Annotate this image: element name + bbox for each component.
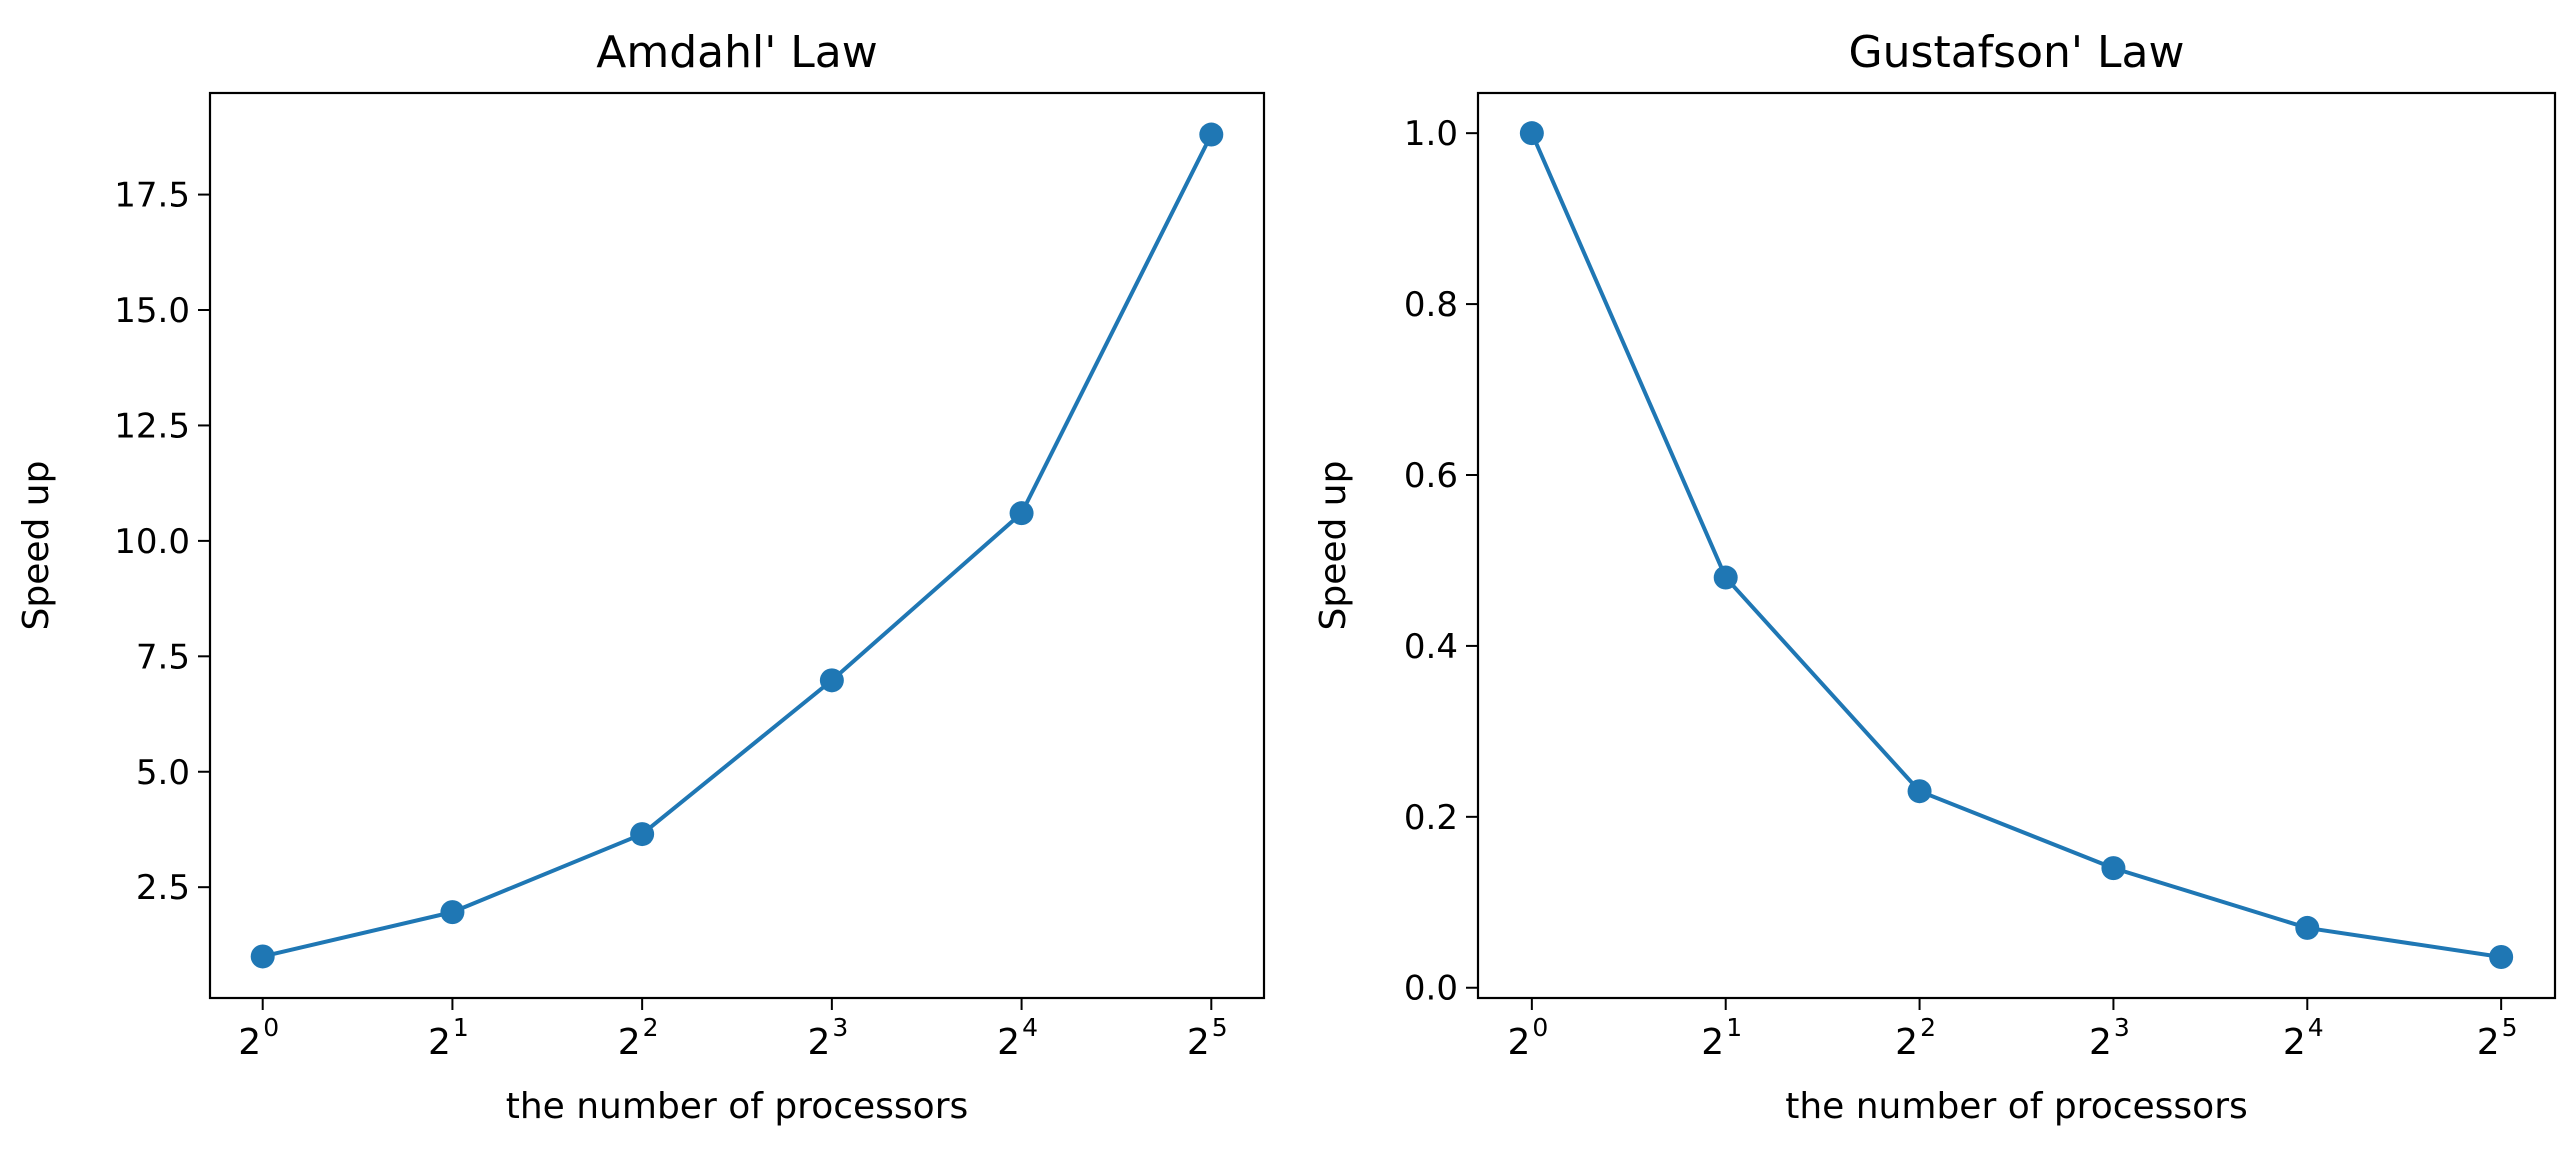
x-tick-base: 2: [1701, 1022, 1724, 1063]
x-tick-base: 2: [807, 1022, 830, 1063]
x-tick-base: 2: [2477, 1022, 2500, 1063]
y-tick-label: 15.0: [114, 291, 190, 331]
data-point: [1519, 121, 1544, 146]
y-tick-label: 1.0: [1404, 114, 1458, 154]
x-tick-base: 2: [997, 1022, 1020, 1063]
y-tick-label: 2.5: [136, 868, 190, 908]
x-tick-label: 25: [1187, 1013, 1228, 1063]
chart-1: Gustafson' Law the number of processors Sp…: [1313, 27, 2557, 1127]
x-tick-base: 2: [1895, 1022, 1918, 1063]
y-axis-label: Speed up: [16, 461, 57, 631]
x-tick-exponent: 1: [453, 1013, 469, 1042]
data-point: [2295, 915, 2320, 940]
y-tick-label: 0.0: [1404, 969, 1458, 1009]
x-tick-exponent: 0: [263, 1013, 279, 1042]
x-tick-exponent: 5: [1212, 1013, 1228, 1042]
x-tick-label: 23: [807, 1013, 848, 1063]
series-line: [262, 133, 1214, 959]
y-tick-label: 0.8: [1404, 285, 1458, 325]
x-tick-base: 2: [618, 1022, 641, 1063]
x-tick-label: 22: [1895, 1013, 1936, 1063]
data-point: [1009, 501, 1034, 526]
data-point: [440, 900, 465, 925]
x-tick-label: 21: [1701, 1013, 1742, 1063]
y-axis-label: Speed up: [1313, 461, 1354, 631]
x-tick-label: 24: [997, 1013, 1038, 1063]
x-tick-label: 24: [2283, 1013, 2324, 1063]
x-tick-base: 2: [1187, 1022, 1210, 1063]
x-tick-base: 2: [238, 1022, 261, 1063]
x-tick-label: 20: [1507, 1013, 1548, 1063]
series-line: [1530, 132, 2502, 959]
x-tick-label: 21: [428, 1013, 469, 1063]
chart-title: Gustafson' Law: [1849, 27, 2185, 78]
data-point: [2489, 944, 2514, 969]
x-tick-label: 22: [618, 1013, 659, 1063]
x-tick-exponent: 2: [643, 1013, 659, 1042]
y-tick-label: 5.0: [136, 753, 190, 793]
x-tick-base: 2: [2283, 1022, 2306, 1063]
data-point: [1199, 122, 1224, 147]
y-tick-label: 17.5: [114, 176, 190, 216]
x-tick-label: 25: [2477, 1013, 2518, 1063]
x-tick-exponent: 1: [1726, 1013, 1742, 1042]
data-point: [250, 944, 275, 969]
x-tick-exponent: 2: [1920, 1013, 1936, 1042]
y-tick-label: 10.0: [114, 522, 190, 562]
chart-0: Amdahl' Law the number of processors Speed…: [16, 27, 1266, 1127]
x-tick-base: 2: [1507, 1022, 1530, 1063]
x-axis-label: the number of processors: [506, 1086, 969, 1127]
y-tick-label: 0.6: [1404, 456, 1458, 496]
data-point: [1907, 779, 1932, 804]
x-tick-exponent: 3: [832, 1013, 848, 1042]
data-point: [819, 668, 844, 693]
x-tick-label: 23: [2089, 1013, 2130, 1063]
y-tick-label: 7.5: [136, 637, 190, 677]
x-tick-base: 2: [428, 1022, 451, 1063]
x-tick-exponent: 3: [2114, 1013, 2130, 1042]
plot-frame: [208, 91, 1266, 1000]
data-point: [1713, 565, 1738, 590]
x-tick-exponent: 0: [1532, 1013, 1548, 1042]
x-tick-base: 2: [2089, 1022, 2112, 1063]
y-tick-label: 0.2: [1404, 798, 1458, 838]
data-point: [2101, 856, 2126, 881]
x-tick-exponent: 5: [2502, 1013, 2518, 1042]
chart-title: Amdahl' Law: [596, 27, 878, 78]
data-point: [630, 822, 655, 847]
y-tick-label: 12.5: [114, 406, 190, 446]
x-tick-label: 20: [238, 1013, 279, 1063]
x-axis-label: the number of processors: [1785, 1086, 2248, 1127]
x-tick-exponent: 4: [1022, 1013, 1038, 1042]
y-tick-label: 0.4: [1404, 627, 1458, 667]
plot-frame: [1476, 91, 2557, 1000]
x-tick-exponent: 4: [2308, 1013, 2324, 1042]
